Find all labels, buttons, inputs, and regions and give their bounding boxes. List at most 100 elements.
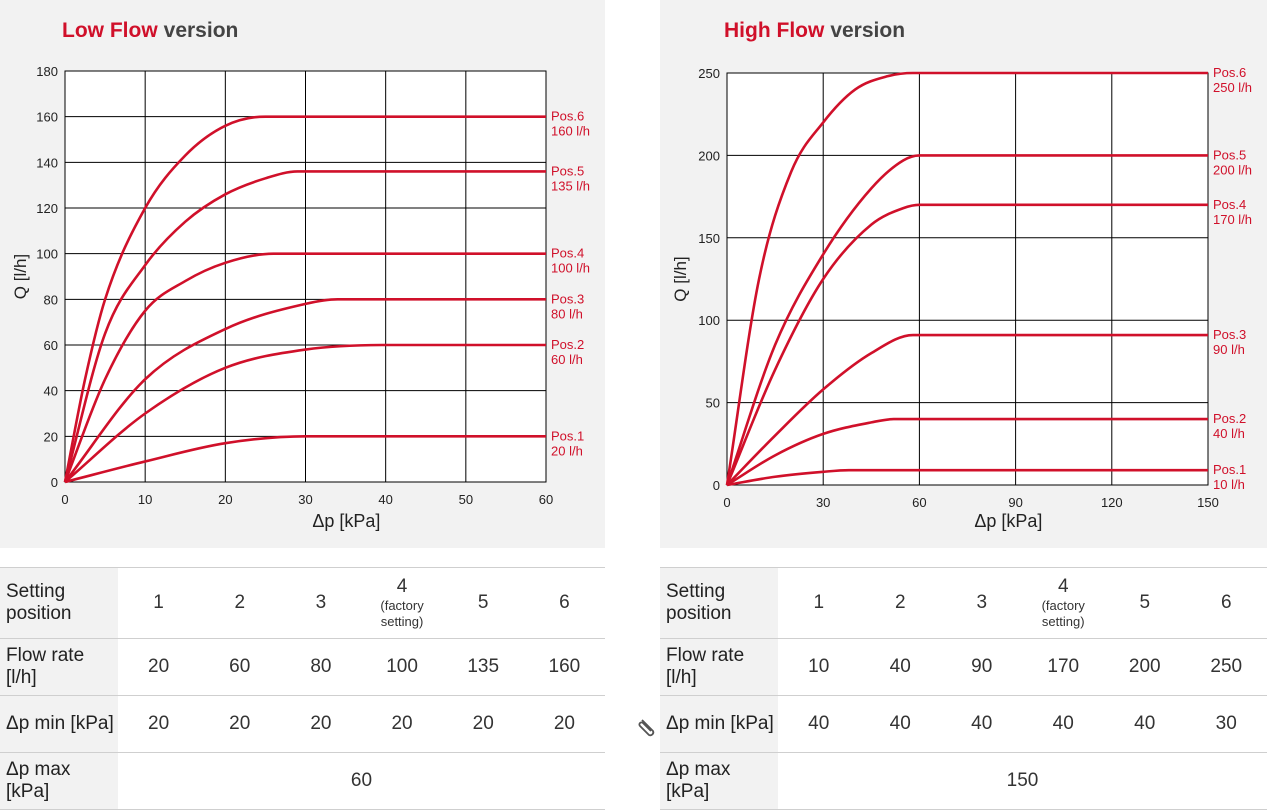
chart: Low Flow version 0 20 40 60 80 100 120 140 160 180 0… [11,19,590,531]
table-row: Flow rate [l/h] 10 40 90 170 200 250 [660,638,1267,696]
paperclip-icon [638,719,655,737]
y-tick-label: 40 [44,384,58,399]
cell: 20 [280,695,362,753]
series-end-label: 100 l/h [551,261,590,276]
series-end-label: 250 l/h [1213,80,1252,95]
y-tick-label: 120 [36,201,58,216]
cell: 40 [859,638,941,696]
line [725,203,1208,486]
header-cell: 1 [778,567,860,639]
header-cell: 6 [1185,567,1267,639]
header-text: 4 [1057,576,1069,597]
chart-title: Low Flow version [62,19,238,42]
series-label: Pos.6 [1213,65,1246,80]
chart-panel: High Flow version 0 50 100 150 200 250 0 30 60 90 12… [660,0,1267,548]
header-cell: 3 [280,567,362,639]
cell: 40 [778,695,860,753]
series-label: Pos.5 [1213,147,1246,162]
header-cell: 3 [941,567,1023,639]
x-tick-label: 90 [1008,495,1022,510]
x-tick-label: 120 [1101,495,1123,510]
header-cell: 5 [442,567,524,639]
header-text: 2 [234,592,246,613]
y-tick-label: 200 [698,148,720,163]
cell: 200 [1104,638,1186,696]
cell: 250 [1185,638,1267,696]
header-cell: 4 (factory setting) [1022,567,1104,639]
header-note: (factory setting) [380,598,424,629]
series-label: Pos.2 [1213,411,1246,426]
series-end-label: 40 l/h [1213,426,1245,441]
x-tick-label: 40 [378,492,392,507]
series-label: Pos.3 [1213,327,1246,342]
cell: 30 [1185,695,1267,753]
y-tick-label: 100 [698,313,720,328]
cell: 20 [199,695,281,753]
header-text: 6 [1220,592,1232,613]
line [726,468,1209,487]
row-label: Δp max [kPa] [0,752,118,810]
y-tick-label: 160 [36,110,58,125]
header-text: 1 [153,592,164,613]
line [63,298,546,483]
y-axis-label: Q [l/h] [671,256,690,301]
header-text: 2 [894,592,906,613]
x-tick-label: 30 [816,495,830,510]
line [725,71,1208,486]
y-tick-label: 0 [713,478,720,493]
series-end-label: 160 l/h [551,124,590,139]
y-tick-label: 100 [36,247,58,262]
chart-panel: Low Flow version 0 20 40 60 80 100 120 140 160 180 0… [0,0,605,548]
cell: 60 [199,638,281,696]
header-cell: 5 [1104,567,1186,639]
cell: 20 [118,638,200,696]
y-tick-label: 250 [698,66,720,81]
y-tick-label: 20 [44,429,58,444]
header-text: Setting position [6,581,72,624]
series-end-label: 170 l/h [1213,212,1252,227]
cell: 80 [280,638,362,696]
table: Setting position 1 2 3 4 (factory setting) 5 6 F… [0,567,605,810]
cell: 20 [361,695,443,753]
series-end-label: 80 l/h [551,306,583,321]
header-row: Setting position 1 2 3 4 (factory setting) 5 6 [660,567,1267,639]
x-tick-label: 0 [723,495,730,510]
header-cell: 4 (factory setting) [361,567,443,639]
cell: 10 [778,638,860,696]
x-tick-label: 20 [218,492,232,507]
y-tick-label: 60 [44,338,58,353]
cell: 20 [523,695,605,753]
plot-frame [64,70,547,483]
chart-title: High Flow version [724,19,905,42]
header-cell: 2 [859,567,941,639]
series-label: Pos.3 [551,291,584,306]
cell: 100 [361,638,443,696]
x-tick-label: 60 [912,495,926,510]
cell: 40 [859,695,941,753]
series-label: Pos.1 [551,428,584,443]
series-label: Pos.2 [551,337,584,352]
series-end-label: 135 l/h [551,178,590,193]
line [64,343,546,483]
header-text: Setting position [666,581,732,624]
y-tick-label: 50 [706,396,720,411]
y-tick-label: 80 [44,292,58,307]
line [63,170,546,483]
series-label: Pos.6 [551,109,584,124]
title-highlight: Low Flow [62,19,158,42]
title-rest: version [830,19,905,42]
y-tick-label: 150 [698,231,720,246]
y-tick-label: 140 [36,155,58,170]
line [726,333,1208,486]
cell: 170 [1022,638,1104,696]
y-tick-label: 180 [36,64,58,79]
row-label: Flow rate [l/h] [660,638,778,696]
series-label: Pos.5 [551,163,584,178]
header-note: (factory setting) [1041,598,1085,629]
header-cell: 1 [118,567,200,639]
line [63,252,546,483]
cell: 150 [778,752,1267,810]
y-tick-label: 0 [51,475,58,490]
header-text: 5 [1139,592,1151,613]
